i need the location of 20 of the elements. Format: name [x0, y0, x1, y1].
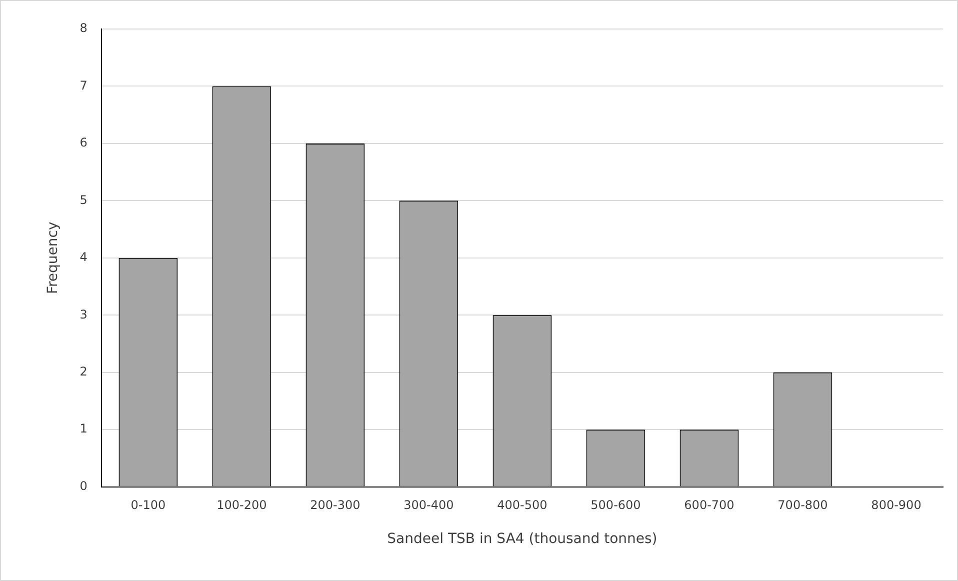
y-tick-label: 4 — [80, 250, 88, 264]
x-tick-label: 100-200 — [216, 498, 267, 512]
y-tick-label: 7 — [80, 78, 88, 92]
x-tick-label: 200-300 — [310, 498, 360, 512]
y-tick-label: 5 — [80, 192, 88, 207]
x-tick-label: 800-900 — [871, 498, 922, 512]
x-axis-title: Sandeel TSB in SA4 (thousand tonnes) — [387, 531, 658, 548]
x-tick-label: 600-700 — [684, 498, 734, 512]
y-tick-label: 2 — [80, 364, 88, 378]
x-tick-label: 700-800 — [778, 498, 828, 512]
x-tick-label: 400-500 — [497, 498, 548, 512]
x-tick-label: 300-400 — [404, 498, 454, 512]
y-tick-label: 3 — [80, 307, 88, 322]
y-tick-label: 1 — [80, 422, 88, 436]
x-tick-label: 0-100 — [130, 498, 166, 512]
y-tick-label: 6 — [80, 136, 88, 150]
x-tick-label: 500-600 — [590, 498, 641, 512]
y-tick-label: 8 — [80, 21, 88, 36]
y-axis-title: Frequency — [45, 222, 62, 294]
y-tick-label: 0 — [80, 478, 88, 493]
